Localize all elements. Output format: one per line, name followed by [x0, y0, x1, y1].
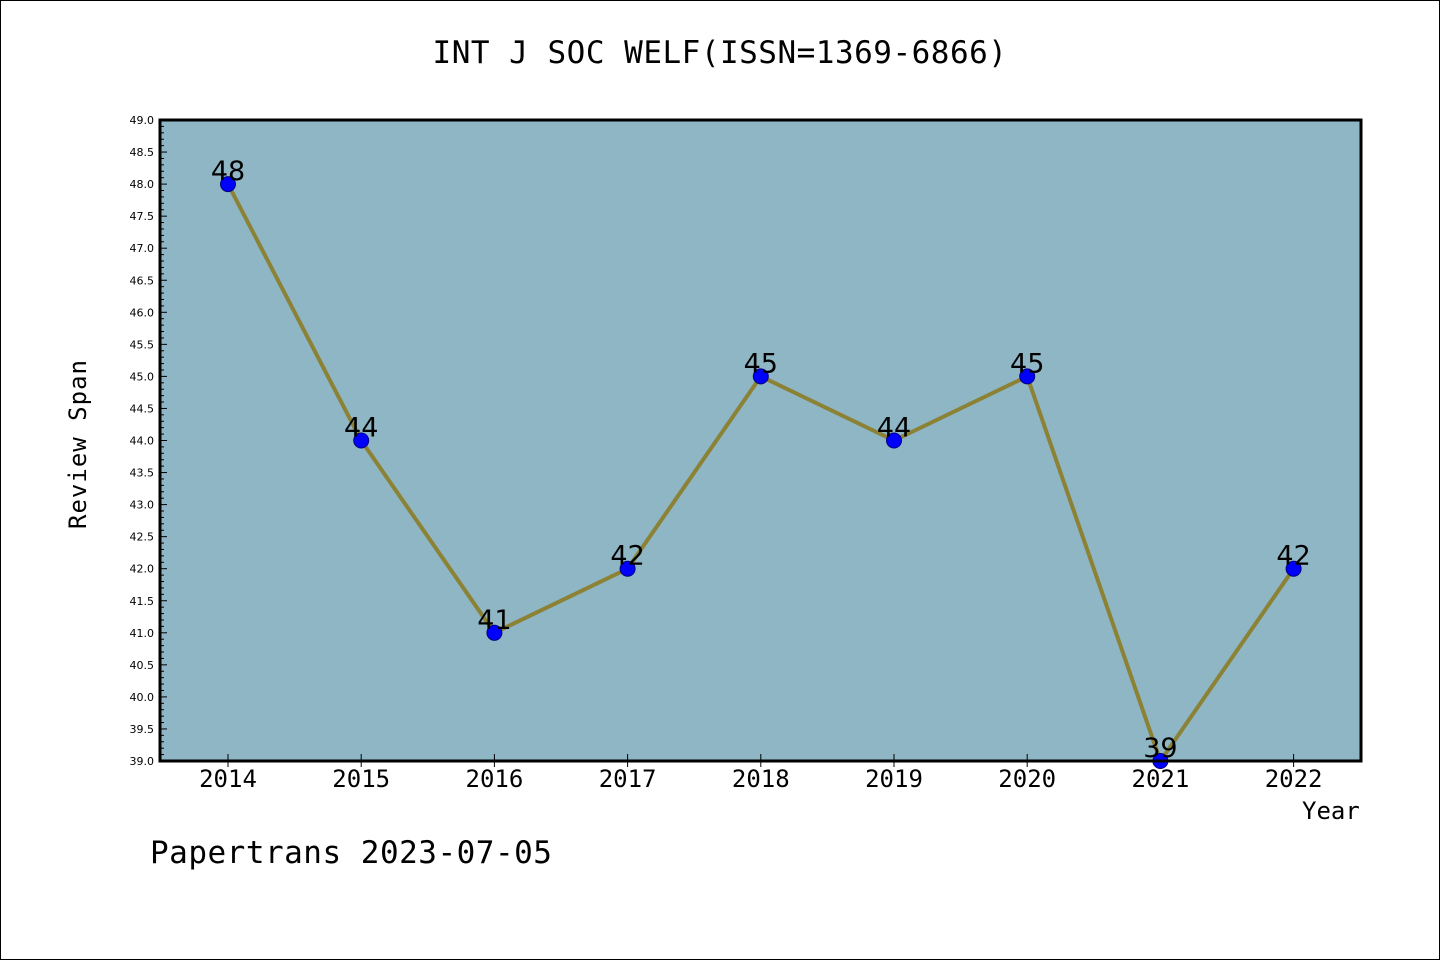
y-tick-label: 46.0	[130, 306, 155, 319]
x-tick-label: 2021	[1132, 765, 1190, 793]
plot-frame	[158, 118, 1363, 763]
y-tick-label: 42.0	[130, 563, 155, 576]
y-tick-label: 40.0	[130, 691, 155, 704]
x-tick-label: 2022	[1265, 765, 1323, 793]
y-tick-label: 45.5	[130, 338, 155, 351]
y-tick-label: 39.5	[130, 723, 155, 736]
data-point	[1019, 368, 1036, 385]
data-label: 45	[744, 348, 778, 379]
data-point	[619, 560, 636, 577]
data-label: 48	[211, 156, 245, 187]
y-tick-label: 49.0	[130, 114, 155, 127]
footer-stamp: Papertrans 2023-07-05	[150, 835, 553, 871]
y-tick-label: 47.0	[130, 242, 155, 255]
data-point	[752, 368, 769, 385]
x-tick-label: 2019	[865, 765, 923, 793]
data-point	[486, 624, 503, 641]
x-axis-label: Year	[1302, 797, 1360, 825]
y-tick-label: 41.5	[130, 595, 155, 608]
x-tick-label: 2015	[332, 765, 390, 793]
x-tick-label: 2018	[732, 765, 790, 793]
x-tick-label: 2016	[466, 765, 524, 793]
data-label: 39	[1143, 733, 1177, 764]
y-tick-label: 45.0	[130, 370, 155, 383]
data-label: 41	[477, 605, 511, 636]
y-tick-label: 47.5	[130, 210, 155, 223]
y-tick-label: 39.0	[130, 755, 155, 768]
data-label: 42	[1276, 541, 1310, 572]
data-point	[886, 432, 902, 449]
y-tick-label: 40.5	[130, 659, 155, 672]
data-label: 44	[877, 413, 911, 444]
y-tick-label: 44.0	[130, 435, 155, 448]
y-tick-label: 41.0	[130, 627, 155, 640]
y-tick-label: 43.5	[130, 467, 155, 480]
x-tick-label: 2014	[199, 765, 257, 793]
data-label: 45	[1010, 348, 1044, 379]
x-tick-label: 2017	[599, 765, 657, 793]
data-point	[220, 176, 236, 193]
plot-background	[160, 120, 1361, 761]
data-point	[353, 432, 370, 449]
y-tick-label: 48.5	[130, 146, 155, 159]
y-tick-label: 48.0	[130, 178, 155, 191]
data-label: 42	[610, 541, 644, 572]
chart-title: INT J SOC WELF(ISSN=1369-6866)	[432, 35, 1008, 71]
data-label: 44	[344, 413, 378, 444]
x-tick-label: 2020	[998, 765, 1056, 793]
y-tick-label: 42.5	[130, 531, 155, 544]
y-tick-label: 44.5	[130, 402, 155, 415]
y-tick-label: 43.0	[130, 499, 155, 512]
data-point	[1285, 560, 1302, 577]
y-tick-label: 46.5	[130, 274, 155, 287]
